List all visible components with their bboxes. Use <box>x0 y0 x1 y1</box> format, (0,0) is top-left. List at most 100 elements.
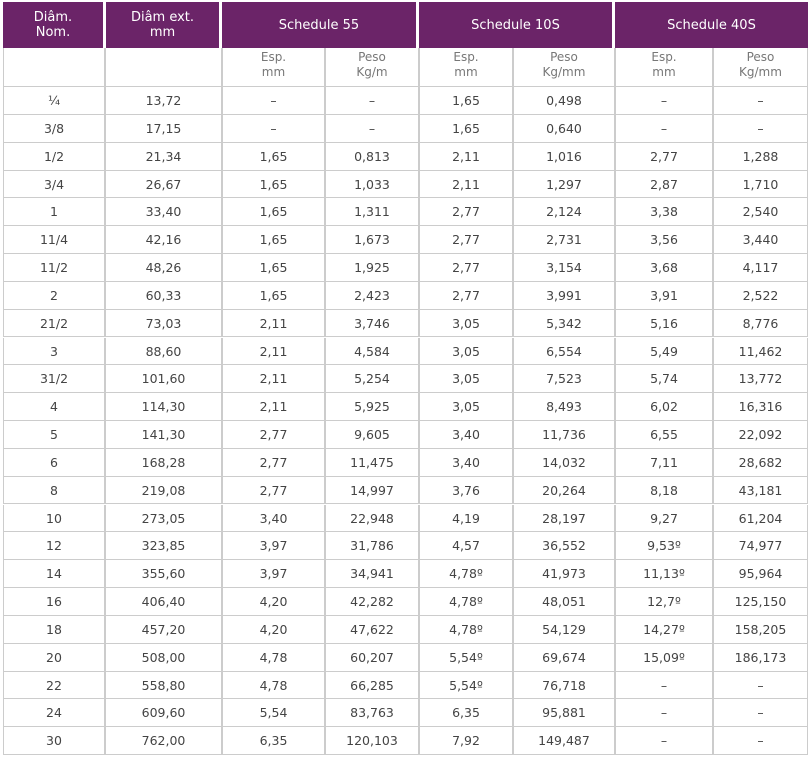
table-cell: – <box>325 115 419 143</box>
table-cell: 9,605 <box>325 421 419 449</box>
cell-text: 3,97 <box>259 566 288 581</box>
cell-text: 2,11 <box>452 149 480 164</box>
column-header: Diâm. Nom. <box>3 2 103 48</box>
cell-text: 1,65 <box>452 93 480 108</box>
cell-text: 5,74 <box>650 371 678 386</box>
cell-text: – <box>660 121 668 136</box>
table-cell: 3 <box>3 338 105 365</box>
cell-text: mm <box>261 65 286 79</box>
table-cell: 0,640 <box>513 115 615 143</box>
cell-text: 4,78 <box>259 650 288 665</box>
table-cell: 5,342 <box>513 310 615 337</box>
cell-text: 4,584 <box>354 343 390 359</box>
cell-text: 60,207 <box>350 650 394 665</box>
cell-text: – <box>757 677 764 693</box>
table-cell: 3,05 <box>419 365 513 393</box>
cell-text: 13,72 <box>145 93 182 108</box>
table-cell: 1 <box>3 198 105 226</box>
table-cell: 2,124 <box>513 198 615 226</box>
table-cell: 1,65 <box>222 143 325 171</box>
table-cell: 74,977 <box>713 532 808 560</box>
cell-text: 1,033 <box>354 176 390 192</box>
table-cell: 2,77 <box>222 449 325 477</box>
cell-text: 2,77 <box>259 482 288 498</box>
table-cell: 2,77 <box>222 477 325 504</box>
table-cell: 3,40 <box>222 505 325 532</box>
group-header: Schedule 40S <box>615 2 808 48</box>
table-cell: 69,674 <box>513 644 615 672</box>
table-cell: 4,117 <box>713 254 808 282</box>
table-cell: 9,53º <box>615 532 713 560</box>
cell-text: 273,05 <box>141 510 186 526</box>
subheader-cell: Esp. mm <box>419 48 513 87</box>
cell-text: 20,264 <box>542 482 586 498</box>
table-cell: 22 <box>3 672 105 699</box>
table-cell: 15,09º <box>615 644 713 672</box>
cell-text: 8,493 <box>546 399 582 414</box>
cell-text: 5,54º <box>449 650 483 665</box>
table-cell: 1,65 <box>222 282 325 310</box>
table-cell: 34,941 <box>325 560 419 588</box>
cell-text: 4,20 <box>259 622 288 637</box>
cell-text: Kg/mm <box>739 65 782 79</box>
table-cell: 4,20 <box>222 616 325 644</box>
cell-text: 9,27 <box>650 510 678 526</box>
table-cell: 30 <box>3 727 105 755</box>
cell-text: 69,674 <box>542 650 586 665</box>
table-cell: 5,54º <box>419 644 513 672</box>
table-cell: – <box>615 727 713 755</box>
cell-text: 34,941 <box>350 566 394 581</box>
table-cell: ¼ <box>3 87 105 115</box>
table-cell: 7,92 <box>419 727 513 755</box>
cell-text: 3,05 <box>452 399 480 414</box>
cell-text: Peso <box>746 50 775 64</box>
cell-text: 16,316 <box>738 399 783 414</box>
cell-text: 762,00 <box>141 733 186 748</box>
cell-text: 8 <box>50 482 58 498</box>
table-cell: 21/2 <box>3 310 105 337</box>
cell-text: 3,40 <box>259 510 288 526</box>
table-cell: 0,813 <box>325 143 419 171</box>
subheader-cell: Peso Kg/mm <box>713 48 808 87</box>
table-cell: – <box>615 699 713 727</box>
cell-text: 141,30 <box>141 427 186 442</box>
table-cell: 2,77 <box>419 198 513 226</box>
table-cell: 149,487 <box>513 727 615 755</box>
cell-text: 7,11 <box>650 455 678 470</box>
cell-text: 2,540 <box>742 204 779 219</box>
table-cell: 73,03 <box>105 310 222 337</box>
cell-text: 1 <box>50 204 58 219</box>
table-cell: 8,18 <box>615 477 713 504</box>
cell-text: 2,87 <box>650 176 678 192</box>
cell-text: – <box>660 733 668 748</box>
table-cell: 7,523 <box>513 365 615 393</box>
table-cell: 457,20 <box>105 616 222 644</box>
cell-text: 47,622 <box>350 622 394 637</box>
table-cell: 48,051 <box>513 588 615 616</box>
table-cell: – <box>713 115 808 143</box>
cell-text: 11,462 <box>738 343 783 359</box>
cell-text: – <box>660 93 668 108</box>
cell-text: 1,297 <box>546 176 582 192</box>
cell-text: 8,18 <box>650 482 678 498</box>
table-cell: 9,27 <box>615 505 713 532</box>
table-cell: 28,682 <box>713 449 808 477</box>
cell-text: 31,786 <box>350 538 394 553</box>
cell-text: 158,205 <box>734 622 787 637</box>
table-cell: 13,772 <box>713 365 808 393</box>
cell-text: – <box>368 93 376 108</box>
cell-text: 6,554 <box>546 343 582 359</box>
table-cell: 2,11 <box>222 365 325 393</box>
cell-text: Peso <box>358 50 386 64</box>
cell-text: 1,65 <box>452 121 480 136</box>
cell-text: 2,77 <box>452 260 480 275</box>
table-cell: 3/8 <box>3 115 105 143</box>
table-cell: 54,129 <box>513 616 615 644</box>
cell-text: 73,03 <box>145 315 182 331</box>
cell-text: 14 <box>46 566 62 581</box>
cell-text: 31/2 <box>39 371 69 386</box>
cell-text: 0,640 <box>546 121 582 136</box>
cell-text: 6,02 <box>650 399 678 414</box>
table-cell: 168,28 <box>105 449 222 477</box>
table-cell: 1,65 <box>419 87 513 115</box>
